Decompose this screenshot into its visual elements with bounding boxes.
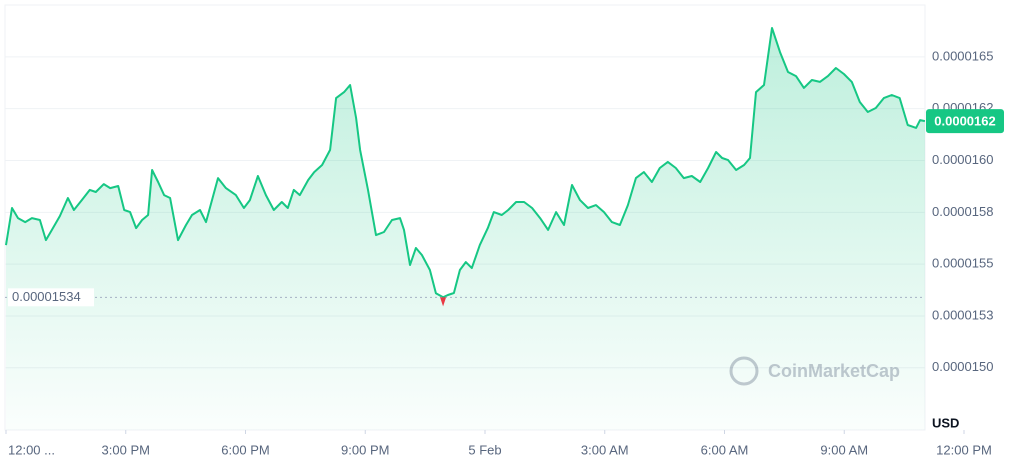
marks xyxy=(5,27,926,430)
current-price-badge xyxy=(926,109,1004,134)
y-tick-label: 0.0000153 xyxy=(932,307,993,322)
low-marker xyxy=(440,297,447,307)
x-tick-label: 6:00 AM xyxy=(701,442,749,457)
x-tick-label: 3:00 AM xyxy=(581,442,629,457)
current-price-label: 0.0000162 xyxy=(934,114,995,129)
x-tick-label: 9:00 PM xyxy=(341,442,389,457)
y-tick-label: 0.0000150 xyxy=(932,359,993,374)
currency-label: USD xyxy=(932,415,959,430)
x-tick-label: 12:00 PM xyxy=(936,442,992,457)
watermark-logo xyxy=(729,356,759,386)
watermark: CoinMarketCap xyxy=(729,356,900,386)
y-tick-label: 0.0000158 xyxy=(932,204,993,219)
x-tick-label: 5 Feb xyxy=(468,442,501,457)
watermark-text: CoinMarketCap xyxy=(768,361,900,381)
low-label: 0.00001534 xyxy=(12,289,81,304)
x-tick-label: 9:00 AM xyxy=(820,442,868,457)
x-tick-label: 6:00 PM xyxy=(221,442,269,457)
price-line xyxy=(5,27,926,299)
low-label-bg xyxy=(8,288,94,307)
x-tick-label: 12:00 ... xyxy=(8,442,55,457)
labels: 0.0000165 0.0000162 0.0000160 0.0000158 0.00… xyxy=(8,48,1004,457)
x-tick-label: 3:00 PM xyxy=(102,442,150,457)
y-tick-label: 0.0000155 xyxy=(932,256,993,271)
y-tick-label: 0.0000165 xyxy=(932,48,993,63)
y-tick-label: 0.0000160 xyxy=(932,152,993,167)
price-area xyxy=(6,28,925,430)
